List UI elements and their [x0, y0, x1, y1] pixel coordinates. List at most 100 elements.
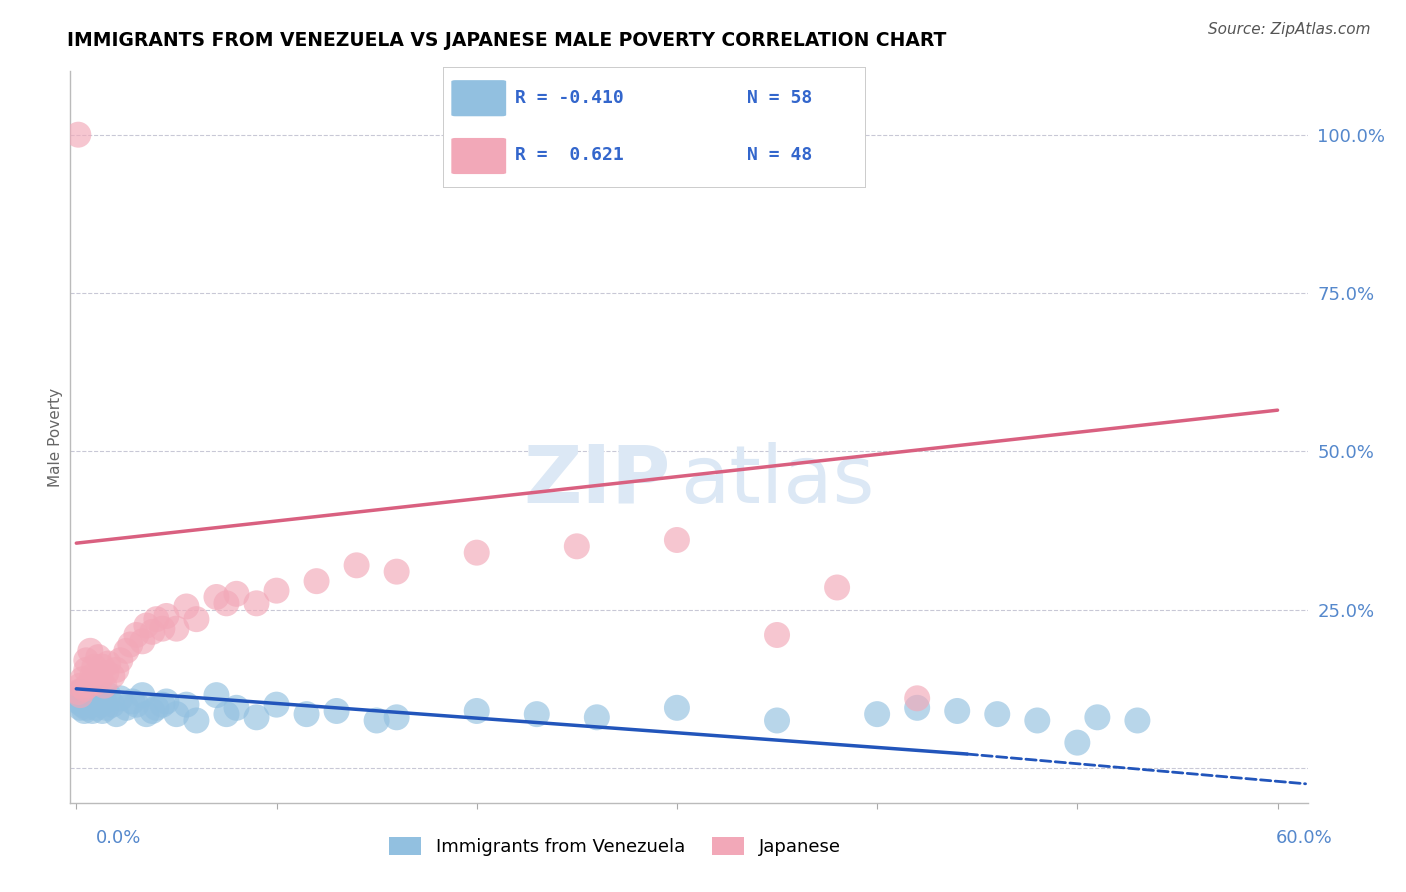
Point	[101, 698, 124, 712]
Text: 0.0%: 0.0%	[96, 829, 141, 847]
Point	[87, 691, 110, 706]
Text: Source: ZipAtlas.com: Source: ZipAtlas.com	[1208, 22, 1371, 37]
Text: ZIP: ZIP	[523, 442, 671, 520]
Text: 60.0%: 60.0%	[1277, 829, 1333, 847]
Point	[73, 704, 96, 718]
Point	[125, 698, 148, 712]
Text: R = -0.410: R = -0.410	[515, 88, 623, 107]
Point	[205, 688, 228, 702]
Point	[905, 701, 928, 715]
Point	[67, 685, 90, 699]
Point	[766, 628, 789, 642]
Point	[565, 539, 588, 553]
Point	[115, 701, 138, 715]
Point	[69, 701, 91, 715]
Point	[176, 698, 198, 712]
Legend: Immigrants from Venezuela, Japanese: Immigrants from Venezuela, Japanese	[381, 830, 848, 863]
Point	[79, 644, 101, 658]
Point	[946, 704, 969, 718]
Point	[585, 710, 607, 724]
Point	[69, 685, 91, 699]
Point	[110, 653, 132, 667]
Point	[75, 694, 97, 708]
Point	[155, 694, 177, 708]
Point	[266, 583, 288, 598]
Point	[665, 701, 688, 715]
Point	[245, 710, 267, 724]
Point	[1066, 736, 1088, 750]
Point	[905, 691, 928, 706]
Point	[215, 596, 238, 610]
Point	[266, 698, 288, 712]
Point	[176, 599, 198, 614]
Point	[1026, 714, 1049, 728]
Text: IMMIGRANTS FROM VENEZUELA VS JAPANESE MALE POVERTY CORRELATION CHART: IMMIGRANTS FROM VENEZUELA VS JAPANESE MA…	[67, 31, 946, 50]
Point	[215, 707, 238, 722]
Point	[73, 681, 96, 696]
Point	[1085, 710, 1108, 724]
Point	[325, 704, 347, 718]
Point	[82, 704, 104, 718]
Point	[385, 565, 408, 579]
Point	[145, 612, 167, 626]
Point	[155, 609, 177, 624]
Point	[83, 694, 105, 708]
Point	[225, 587, 247, 601]
Point	[110, 691, 132, 706]
Point	[72, 691, 94, 706]
Point	[69, 679, 91, 693]
Point	[186, 612, 208, 626]
Text: N = 58: N = 58	[747, 88, 811, 107]
Point	[120, 638, 142, 652]
Text: N = 48: N = 48	[747, 146, 811, 164]
Point	[83, 659, 105, 673]
Point	[526, 707, 548, 722]
Point	[766, 714, 789, 728]
Point	[385, 710, 408, 724]
Point	[152, 698, 174, 712]
Point	[91, 704, 114, 718]
Point	[72, 698, 94, 712]
Point	[67, 694, 90, 708]
Point	[91, 659, 114, 673]
Point	[125, 628, 148, 642]
Point	[225, 701, 247, 715]
Y-axis label: Male Poverty: Male Poverty	[48, 387, 63, 487]
Point	[97, 688, 120, 702]
Point	[87, 650, 110, 665]
Point	[145, 701, 167, 715]
Point	[305, 574, 328, 589]
Point	[121, 694, 143, 708]
Point	[89, 673, 111, 687]
Point	[135, 707, 157, 722]
Point	[97, 657, 120, 671]
Point	[866, 707, 889, 722]
Point	[141, 704, 163, 718]
Point	[86, 675, 108, 690]
Point	[465, 546, 488, 560]
Point	[141, 624, 163, 639]
Point	[105, 707, 128, 722]
Point	[72, 673, 94, 687]
Point	[186, 714, 208, 728]
Point	[67, 688, 90, 702]
Point	[69, 688, 91, 702]
Text: atlas: atlas	[681, 442, 875, 520]
Point	[77, 691, 100, 706]
Point	[295, 707, 318, 722]
Point	[77, 679, 100, 693]
Point	[67, 128, 90, 142]
Point	[152, 622, 174, 636]
Point	[75, 663, 97, 677]
Point	[245, 596, 267, 610]
Point	[105, 663, 128, 677]
Point	[131, 634, 153, 648]
Point	[73, 688, 96, 702]
Text: R =  0.621: R = 0.621	[515, 146, 623, 164]
Point	[131, 688, 153, 702]
Point	[165, 622, 187, 636]
Point	[825, 581, 848, 595]
Point	[205, 590, 228, 604]
Point	[665, 533, 688, 547]
Point	[96, 701, 118, 715]
